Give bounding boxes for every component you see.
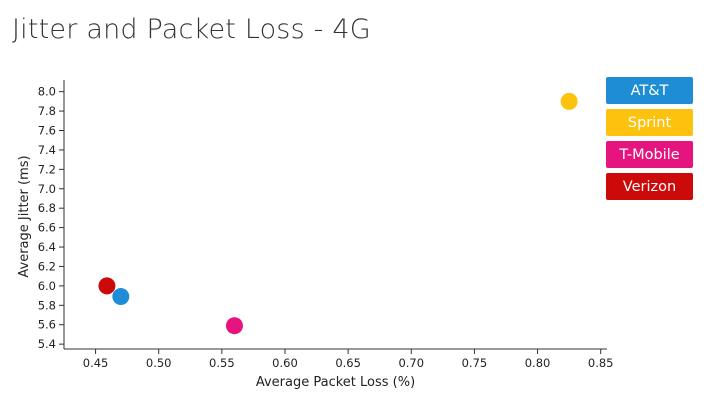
y-tick-label: 7.6: [38, 123, 56, 137]
y-tick-label: 6.8: [38, 201, 56, 215]
legend-item-verizon[interactable]: Verizon: [606, 173, 693, 200]
x-tick-label: 0.85: [588, 356, 614, 370]
legend-item-att[interactable]: AT&T: [606, 77, 693, 104]
y-tick-label: 6.2: [38, 259, 56, 273]
x-axis-ticks: 0.45 0.50 0.55 0.60 0.65 0.70 0.75 0.80 0.85: [83, 349, 614, 370]
x-tick-label: 0.65: [335, 356, 361, 370]
y-axis-label: Average Jitter (ms): [17, 155, 32, 277]
data-point-verizon[interactable]: [98, 277, 116, 295]
x-tick-label: 0.60: [272, 356, 298, 370]
y-tick-label: 7.4: [38, 143, 56, 157]
x-tick-label: 0.80: [525, 356, 551, 370]
x-axis-label: Average Packet Loss (%): [256, 375, 415, 390]
y-tick-label: 6.4: [38, 240, 56, 254]
legend: AT&T Sprint T-Mobile Verizon: [606, 77, 693, 205]
y-tick-label: 7.2: [38, 162, 56, 176]
legend-item-tmobile[interactable]: T-Mobile: [606, 141, 693, 168]
y-tick-label: 6.6: [38, 221, 56, 235]
chart-title: Jitter and Packet Loss - 4G: [12, 14, 371, 45]
legend-item-sprint[interactable]: Sprint: [606, 109, 693, 136]
data-point-tmobile[interactable]: [225, 317, 243, 335]
y-tick-label: 5.6: [38, 318, 56, 332]
x-tick-label: 0.75: [462, 356, 488, 370]
y-tick-label: 7.0: [38, 182, 56, 196]
x-tick-label: 0.70: [398, 356, 424, 370]
x-tick-label: 0.45: [83, 356, 109, 370]
data-point-att[interactable]: [112, 288, 130, 306]
x-tick-label: 0.55: [209, 356, 235, 370]
x-tick-label: 0.50: [146, 356, 172, 370]
y-tick-label: 5.8: [38, 298, 56, 312]
data-point-sprint[interactable]: [560, 92, 578, 110]
y-tick-label: 8.0: [38, 85, 56, 99]
y-tick-label: 5.4: [38, 337, 56, 351]
y-tick-label: 7.8: [38, 104, 56, 118]
data-points: [98, 92, 578, 335]
y-tick-label: 6.0: [38, 279, 56, 293]
y-axis-ticks: 5.4 5.6 5.8 6.0 6.2 6.4 6.6 6.8 7.0 7.2 7.4 7.6 7.8 8…: [38, 85, 64, 351]
